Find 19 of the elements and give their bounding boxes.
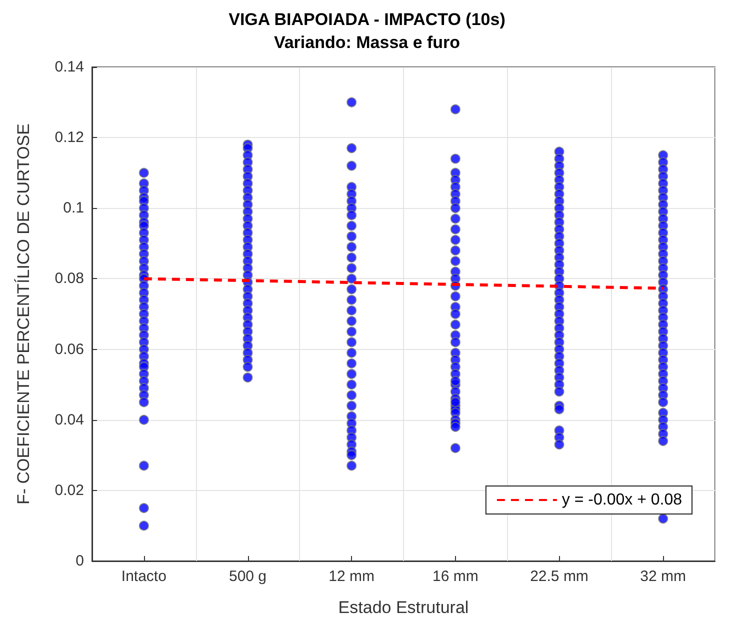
x-tick-label: 16 mm [432,568,478,585]
legend-label: y = -0.00x + 0.08 [562,492,682,508]
x-tick-label: 32 mm [640,568,686,585]
y-tick-label: 0.12 [54,129,84,146]
y-tick-label: 0.1 [63,200,84,217]
y-tick-label: 0.14 [54,58,84,76]
y-tick-label: 0 [76,552,84,570]
x-tick-label: 22.5 mm [530,568,588,585]
x-axis-title: Estado Estrutural [338,598,469,617]
y-tick-label: 0.06 [54,340,84,358]
y-tick-label: 0.02 [54,482,84,499]
chart-title: VIGA BIAPOIADA - IMPACTO (10s) [228,10,506,29]
y-tick-label: 0.08 [54,270,84,288]
y-tick-label: 0.04 [54,411,84,428]
chart-subtitle: Variando: Massa e furo [274,33,460,52]
y-axis-title: F- COEFICIENTE PERCENTÍLICO DE CURTOSE [14,124,33,504]
x-tick-label: 500 g [228,568,267,585]
x-tick-label: Intacto [121,568,166,585]
x-tick-label: 12 mm [328,568,375,585]
